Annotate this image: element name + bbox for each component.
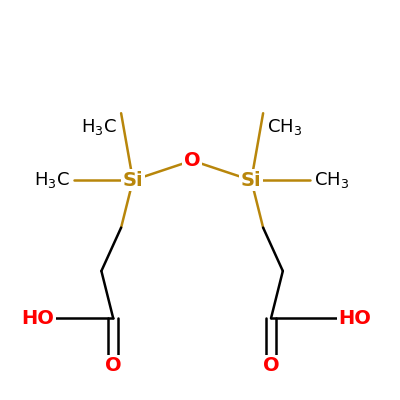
Text: CH$_3$: CH$_3$ <box>267 117 302 137</box>
Text: Si: Si <box>123 171 143 190</box>
Text: O: O <box>105 356 122 375</box>
Text: Si: Si <box>241 171 262 190</box>
Text: O: O <box>184 151 200 170</box>
Text: H$_3$C: H$_3$C <box>81 117 117 137</box>
Text: CH$_3$: CH$_3$ <box>314 170 350 190</box>
Text: H$_3$C: H$_3$C <box>34 170 70 190</box>
Text: HO: HO <box>338 309 371 328</box>
Text: HO: HO <box>21 309 54 328</box>
Text: O: O <box>263 356 279 375</box>
